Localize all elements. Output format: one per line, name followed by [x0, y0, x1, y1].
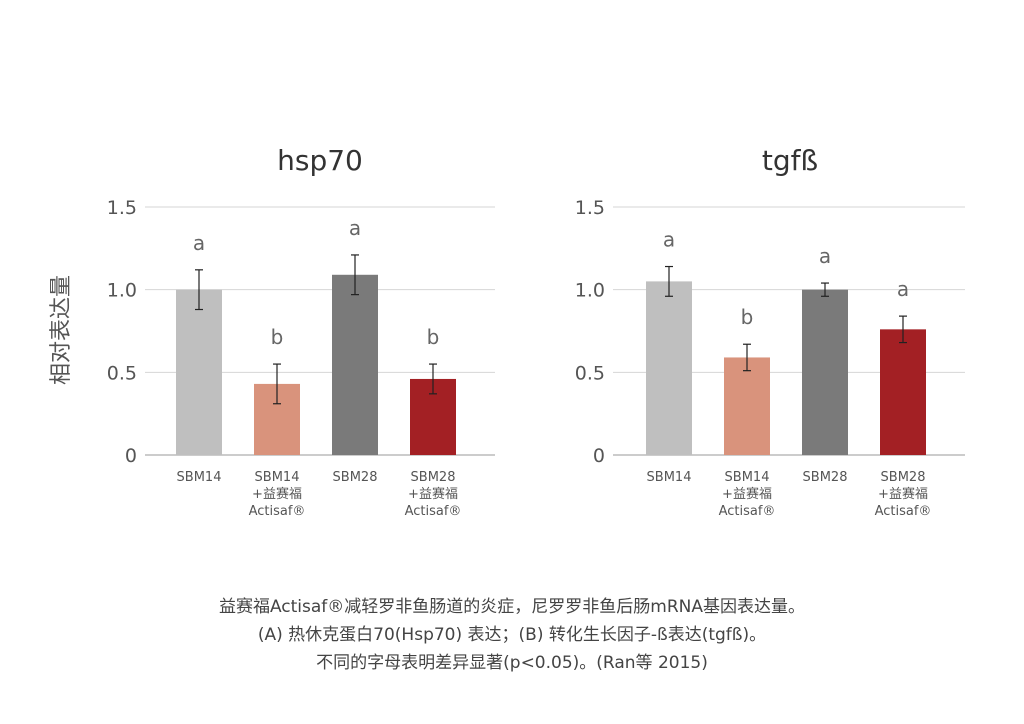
- y-tick-label: 1.0: [107, 280, 137, 302]
- x-tick-label: SBM28: [333, 470, 378, 485]
- y-tick-label: 1.5: [575, 197, 605, 219]
- caption-line-1: 益赛福Actisaf®减轻罗非鱼肠道的炎症，尼罗罗非鱼后肠mRNA基因表达量。: [218, 597, 806, 617]
- bar: [332, 274, 378, 455]
- bar: [880, 329, 926, 455]
- x-tick-label: SBM28 +益赛福 Actisaf®: [405, 470, 462, 519]
- x-tick-label: SBM14: [177, 470, 222, 485]
- y-tick-label: 1.0: [575, 280, 605, 302]
- y-axis-label: 相对表达量: [49, 275, 74, 385]
- x-tick-label: SBM28 +益赛福 Actisaf®: [875, 470, 932, 519]
- bar: [724, 357, 770, 455]
- chart-tgfb: tgfß 0 0.5 1.0 1.5 a SBM14 b SBM14 +益赛福 Actisaf® a S…: [575, 144, 965, 519]
- bar: [646, 281, 692, 455]
- significance-label: a: [897, 277, 909, 301]
- y-tick-label: 0: [593, 445, 605, 467]
- significance-label: a: [819, 244, 831, 268]
- significance-label: a: [193, 231, 205, 255]
- y-tick-label: 0.5: [575, 362, 605, 384]
- significance-label: a: [349, 216, 361, 240]
- y-tick-label: 1.5: [107, 197, 137, 219]
- y-tick-label: 0.5: [107, 362, 137, 384]
- caption-line-3: 不同的字母表明差异显著(p<0.05)。(Ran等 2015): [316, 653, 708, 673]
- x-tick-label: SBM14 +益赛福 Actisaf®: [249, 470, 306, 519]
- x-tick-label: SBM14 +益赛福 Actisaf®: [719, 470, 776, 519]
- bar: [802, 289, 848, 455]
- chart-title: hsp70: [277, 144, 363, 177]
- y-tick-label: 0: [125, 445, 137, 467]
- significance-label: b: [427, 325, 440, 349]
- chart-title: tgfß: [762, 144, 818, 177]
- significance-label: b: [741, 305, 754, 329]
- significance-label: b: [271, 325, 284, 349]
- x-tick-label: SBM14: [647, 470, 692, 485]
- bar: [176, 289, 222, 455]
- x-tick-label: SBM28: [803, 470, 848, 485]
- chart-hsp70: hsp70 0 0.5 1.0 1.5 a SBM14 b SBM14 +益赛福 Actisaf® a…: [107, 144, 495, 519]
- significance-label: a: [663, 228, 675, 252]
- caption-line-2: (A) 热休克蛋白70(Hsp70) 表达；(B) 转化生长因子-ß表达(tgf…: [257, 625, 767, 645]
